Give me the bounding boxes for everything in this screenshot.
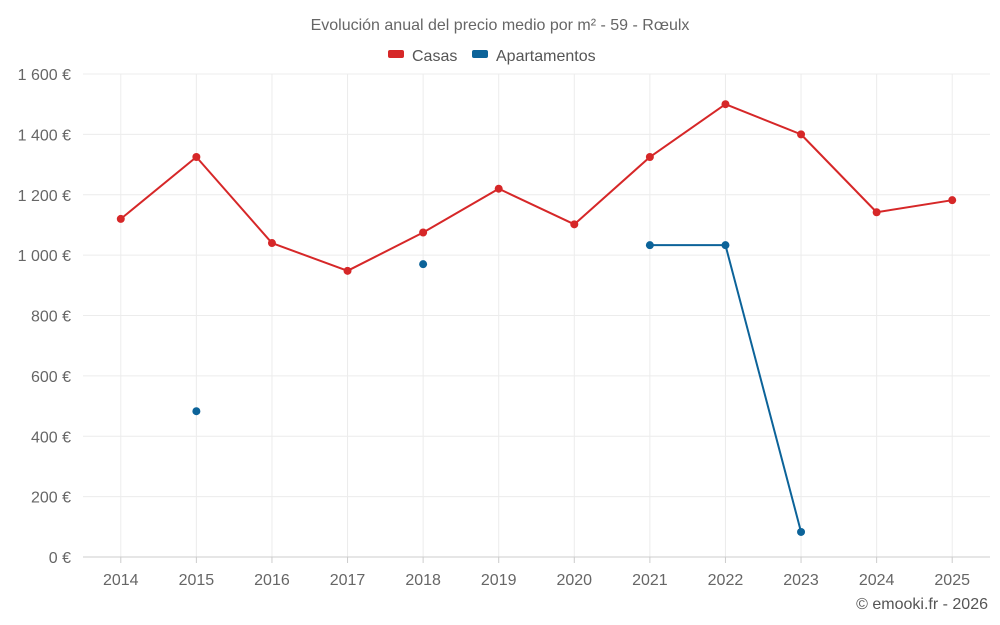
y-tick-label: 1 600 € bbox=[18, 67, 71, 84]
data-point-casas[interactable] bbox=[343, 266, 352, 275]
x-tick-label: 2017 bbox=[330, 572, 366, 589]
legend-item-apartamentos[interactable]: Apartamentos bbox=[472, 48, 596, 65]
credit-text: © emooki.fr - 2026 bbox=[856, 596, 988, 613]
data-point-casas[interactable] bbox=[419, 228, 428, 237]
y-tick-label: 1 000 € bbox=[18, 248, 71, 265]
legend-label-casas: Casas bbox=[412, 48, 457, 65]
y-axis: 0 € 200 € 400 € 600 € 800 € 1 000 € 1 200 € 1 4… bbox=[18, 67, 71, 567]
x-tick-label: 2025 bbox=[934, 572, 970, 589]
legend-label-apartamentos: Apartamentos bbox=[496, 48, 596, 65]
y-tick-label: 800 € bbox=[31, 309, 71, 326]
series-apartamentos bbox=[192, 241, 806, 536]
data-point-apartamentos[interactable] bbox=[797, 527, 806, 536]
y-tick-label: 1 200 € bbox=[18, 188, 71, 205]
series bbox=[116, 100, 957, 536]
series-casas bbox=[116, 100, 957, 275]
data-point-casas[interactable] bbox=[645, 153, 654, 162]
x-tick-label: 2022 bbox=[708, 572, 744, 589]
x-tick-label: 2014 bbox=[103, 572, 139, 589]
x-axis: 2014 2015 2016 2017 2018 2019 2020 2021 2022 2023… bbox=[83, 556, 990, 589]
chart-title: Evolución anual del precio medio por m² … bbox=[311, 17, 690, 34]
x-tick-label: 2018 bbox=[405, 572, 441, 589]
data-point-apartamentos[interactable] bbox=[192, 407, 201, 416]
y-tick-label: 200 € bbox=[31, 490, 71, 507]
legend: Casas Apartamentos bbox=[388, 48, 596, 65]
data-point-apartamentos[interactable] bbox=[645, 241, 654, 250]
y-tick-label: 1 400 € bbox=[18, 127, 71, 144]
x-tick-label: 2016 bbox=[254, 572, 290, 589]
x-tick-label: 2020 bbox=[556, 572, 592, 589]
data-point-casas[interactable] bbox=[116, 214, 125, 223]
data-point-casas[interactable] bbox=[872, 208, 881, 217]
data-point-casas[interactable] bbox=[192, 153, 201, 162]
data-point-casas[interactable] bbox=[721, 100, 730, 109]
y-tick-label: 0 € bbox=[49, 550, 71, 567]
legend-swatch-apartamentos bbox=[472, 50, 488, 58]
x-tick-label: 2021 bbox=[632, 572, 668, 589]
y-tick-label: 400 € bbox=[31, 429, 71, 446]
legend-swatch-casas bbox=[388, 50, 404, 58]
x-tick-label: 2019 bbox=[481, 572, 517, 589]
legend-item-casas[interactable]: Casas bbox=[388, 48, 457, 65]
data-point-casas[interactable] bbox=[570, 220, 579, 229]
data-point-casas[interactable] bbox=[267, 239, 276, 248]
data-point-casas[interactable] bbox=[948, 196, 957, 205]
y-tick-label: 600 € bbox=[31, 369, 71, 386]
x-tick-label: 2024 bbox=[859, 572, 895, 589]
data-point-apartamentos[interactable] bbox=[419, 260, 428, 269]
series-line-casas bbox=[120, 103, 953, 272]
grid bbox=[83, 73, 990, 557]
x-tick-label: 2023 bbox=[783, 572, 819, 589]
data-point-casas[interactable] bbox=[797, 130, 806, 139]
data-point-casas[interactable] bbox=[494, 184, 503, 193]
x-tick-label: 2015 bbox=[179, 572, 215, 589]
data-point-apartamentos[interactable] bbox=[721, 241, 730, 250]
